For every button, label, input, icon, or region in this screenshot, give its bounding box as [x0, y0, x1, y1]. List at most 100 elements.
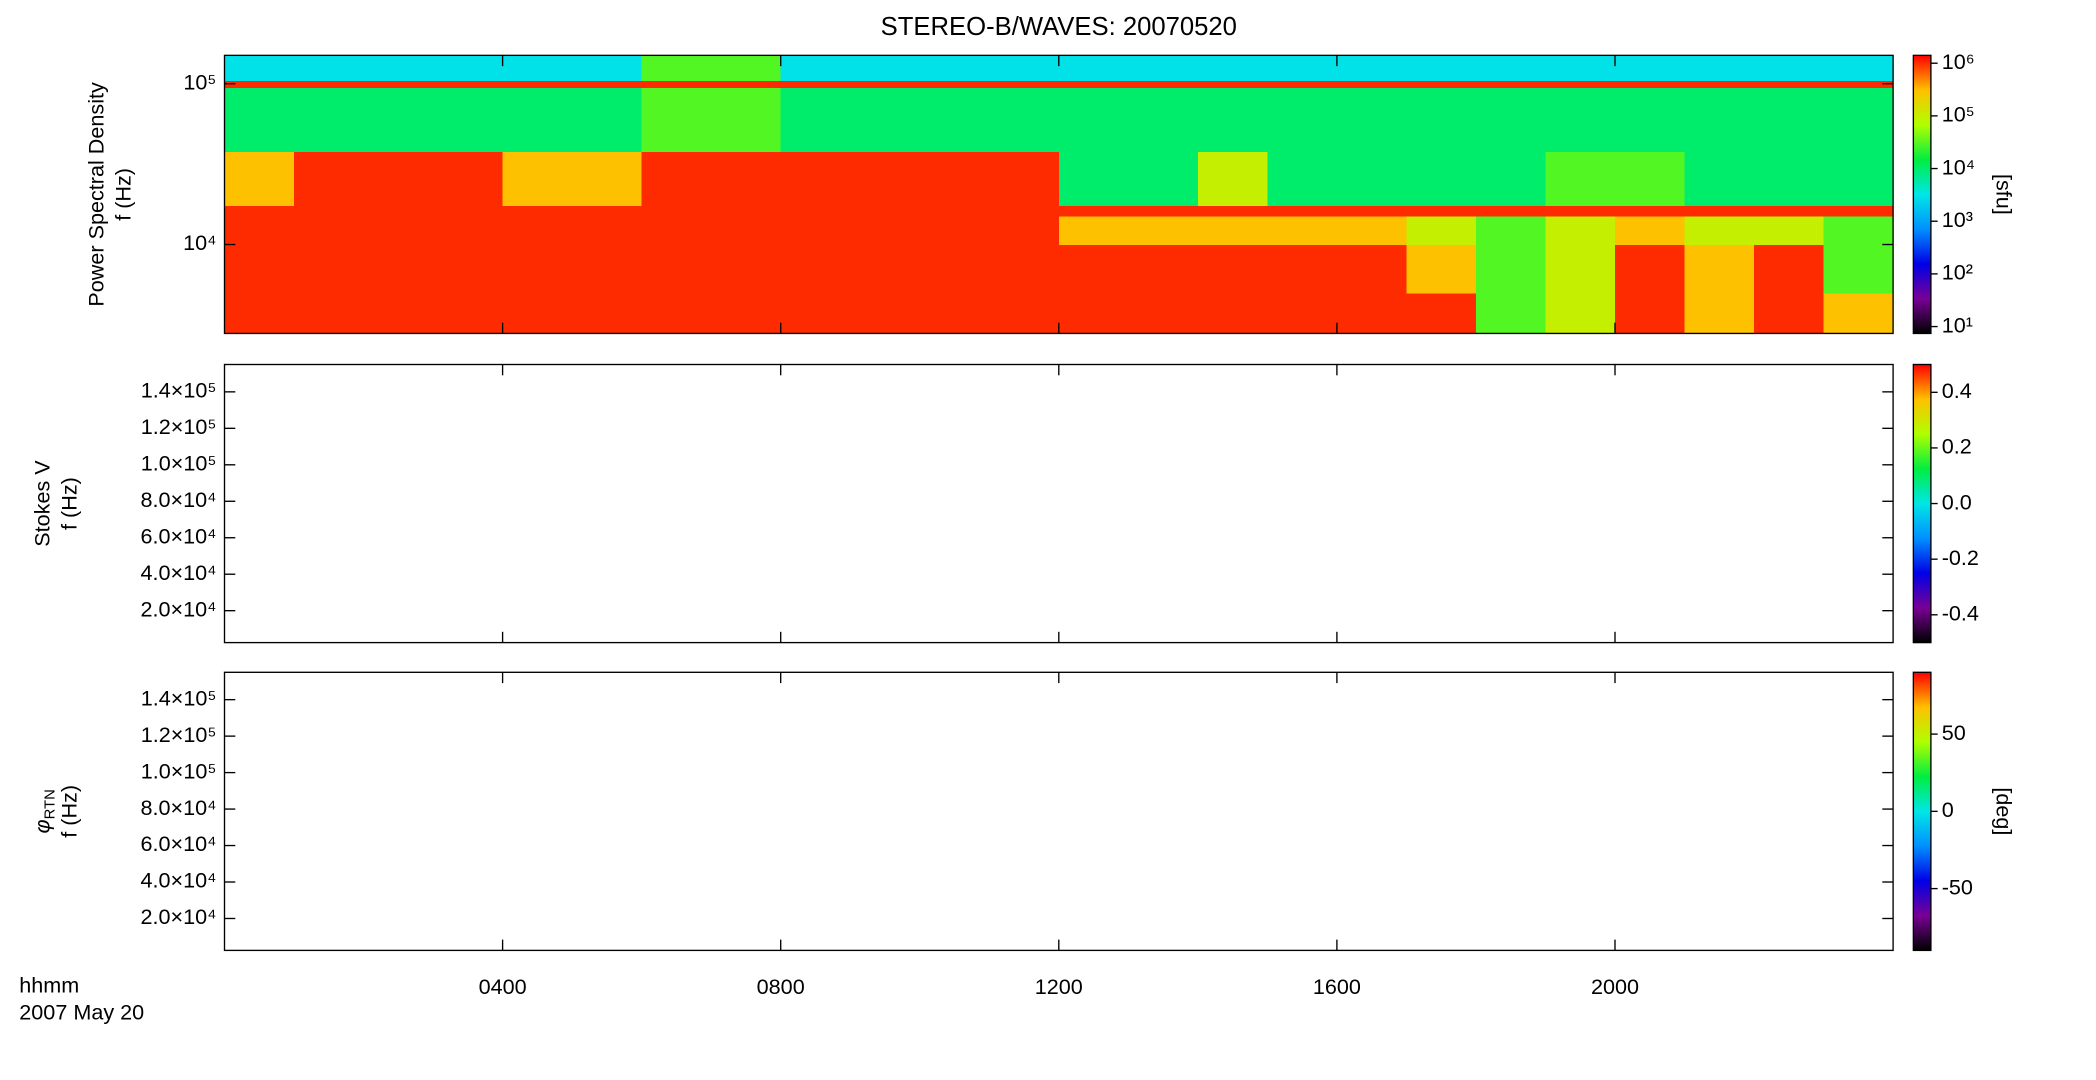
- y-tick-label: 10⁵: [183, 69, 216, 94]
- heatmap-cell: [711, 205, 782, 217]
- x-tick-label: 1200: [1035, 974, 1083, 999]
- heatmap-cell: [1823, 87, 1894, 152]
- heatmap-cell: [919, 55, 990, 81]
- heatmap-cell: [1754, 292, 1825, 334]
- heatmap-cell: [641, 151, 712, 206]
- heatmap-cell: [1684, 292, 1755, 334]
- heatmap-cell: [1058, 244, 1129, 294]
- heatmap-cell: [224, 205, 295, 217]
- heatmap-cell: [294, 205, 365, 217]
- heatmap-cell: [850, 292, 921, 334]
- heatmap-cell: [711, 87, 782, 152]
- heatmap-cell: [1197, 87, 1268, 152]
- heatmap-cell: [1197, 151, 1268, 206]
- heatmap-cell: [1823, 205, 1894, 217]
- y-tick-label: 1.0×10⁵: [141, 451, 217, 476]
- y-axis-label: f (Hz): [110, 168, 135, 221]
- heatmap-cell: [1684, 216, 1755, 246]
- heatmap-cell: [1475, 151, 1547, 206]
- plot-frame: [223, 671, 1894, 952]
- y-tick-label: 4.0×10⁴: [140, 560, 216, 585]
- heatmap-cell: [224, 80, 295, 88]
- x-tick-label: 1600: [1313, 974, 1361, 999]
- heatmap-cell: [572, 216, 643, 246]
- heatmap-cell: [1336, 216, 1407, 246]
- heatmap-cell: [1267, 55, 1338, 81]
- heatmap-cell: [780, 80, 851, 88]
- heatmap-cell: [1823, 244, 1894, 294]
- heatmap-cell: [641, 216, 712, 246]
- heatmap-cell: [1684, 55, 1755, 81]
- heatmap-cell: [780, 216, 851, 246]
- heatmap-cell: [433, 80, 504, 88]
- y-tick-label: 10⁴: [183, 230, 216, 255]
- heatmap-cell: [850, 205, 921, 217]
- heatmap-cell: [363, 216, 434, 246]
- heatmap-cell: [1128, 292, 1199, 334]
- heatmap-cell: [433, 55, 504, 81]
- heatmap-cell: [780, 55, 851, 81]
- heatmap-cell: [363, 80, 434, 88]
- heatmap-cell: [1545, 292, 1616, 334]
- heatmap-cell: [711, 151, 782, 206]
- heatmap-cell: [1684, 205, 1755, 217]
- heatmap-cell: [919, 87, 990, 152]
- heatmap-cell: [1197, 216, 1268, 246]
- heatmap-cell: [1336, 55, 1407, 81]
- heatmap-cell: [1267, 216, 1338, 246]
- heatmap-cell: [502, 244, 573, 294]
- heatmap-cell: [989, 244, 1060, 294]
- heatmap-cell: [1128, 151, 1199, 206]
- heatmap-cell: [502, 205, 573, 217]
- heatmap-cell: [1406, 80, 1477, 88]
- y-tick-label: 1.2×10⁵: [141, 722, 217, 747]
- heatmap-cell: [1754, 55, 1825, 81]
- y-tick-label: 8.0×10⁴: [140, 795, 216, 820]
- colorbar-tick-label: 0.0: [1942, 489, 1972, 514]
- heatmap-cell: [989, 151, 1060, 206]
- heatmap-cell: [572, 151, 643, 206]
- y-tick-label: 1.0×10⁵: [141, 758, 217, 783]
- heatmap-cell: [572, 244, 643, 294]
- heatmap-cell: [780, 151, 851, 206]
- heatmap-cell: [989, 216, 1060, 246]
- heatmap-cell: [433, 216, 504, 246]
- heatmap-cell: [433, 292, 504, 334]
- colorbar: [1912, 54, 1932, 335]
- heatmap-cell: [1475, 205, 1547, 217]
- heatmap-cell: [224, 55, 295, 81]
- heatmap-cell: [1754, 216, 1825, 246]
- heatmap-cell: [850, 151, 921, 206]
- colorbar-tick-label: 10²: [1942, 260, 1973, 285]
- heatmap-cell: [850, 80, 921, 88]
- heatmap-cell: [1336, 87, 1407, 152]
- heatmap-cell: [1615, 151, 1686, 206]
- heatmap-cell: [502, 55, 573, 81]
- heatmap-cell: [294, 55, 365, 81]
- plot-frame: [223, 363, 1894, 644]
- heatmap-cell: [1267, 292, 1338, 334]
- heatmap-cell: [850, 216, 921, 246]
- heatmap-cell: [989, 80, 1060, 88]
- colorbar-tick-label: 0.4: [1942, 378, 1972, 403]
- heatmap-cell: [780, 205, 851, 217]
- heatmap-cell: [502, 87, 573, 152]
- colorbar-tick-label: -0.4: [1942, 600, 1979, 625]
- y-axis-label: Stokes V: [29, 460, 54, 547]
- heatmap-cell: [919, 151, 990, 206]
- heatmap-cell: [1406, 151, 1477, 206]
- heatmap-cell: [363, 205, 434, 217]
- heatmap-cell: [572, 87, 643, 152]
- heatmap-cell: [1197, 205, 1268, 217]
- heatmap-cell: [1267, 87, 1338, 152]
- y-tick-label: 4.0×10⁴: [140, 868, 216, 893]
- heatmap-cell: [1128, 205, 1199, 217]
- heatmap-cell: [1823, 80, 1894, 88]
- heatmap-cell: [294, 87, 365, 152]
- heatmap-cell: [572, 205, 643, 217]
- heatmap-cell: [224, 87, 295, 152]
- heatmap-cell: [1475, 80, 1547, 88]
- heatmap-cell: [363, 87, 434, 152]
- heatmap-cell: [641, 244, 712, 294]
- heatmap-cell: [1545, 216, 1616, 246]
